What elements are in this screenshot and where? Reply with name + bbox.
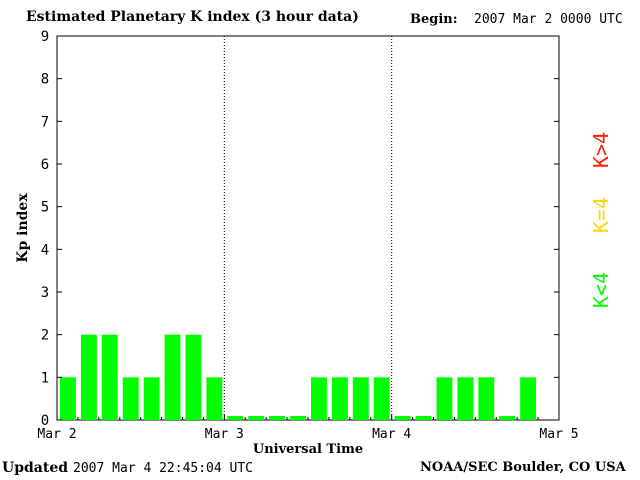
x-axis: Mar 2 Mar 3 Mar 4 Mar 5 <box>37 414 579 442</box>
updated-label: Updated <box>2 460 69 476</box>
y-tick-label: 3 <box>41 285 49 301</box>
legend-high: K>4 <box>589 132 613 168</box>
kp-bar <box>143 377 160 420</box>
kp-bar <box>331 377 348 420</box>
legend-low: K<4 <box>589 272 613 308</box>
kp-bar <box>248 416 265 420</box>
kp-bar <box>101 334 118 420</box>
x-tick-label: Mar 4 <box>372 427 411 442</box>
begin-value: 2007 Mar 2 0000 UTC <box>474 12 623 27</box>
kp-bar <box>436 377 453 420</box>
y-tick-label: 0 <box>41 413 49 429</box>
y-tick-label: 7 <box>41 114 49 130</box>
kp-bar <box>164 334 181 420</box>
kp-bar <box>269 416 286 420</box>
chart-title: Estimated Planetary K index (3 hour data… <box>26 9 359 25</box>
bar-series <box>60 334 537 420</box>
kp-bar <box>373 377 390 420</box>
kp-bar <box>499 416 516 420</box>
kp-bar <box>185 334 202 420</box>
x-tick-label: Mar 2 <box>37 427 76 442</box>
kp-bar <box>60 377 76 420</box>
kp-bar <box>352 377 369 420</box>
x-axis-label: Universal Time <box>253 442 363 457</box>
kp-bar <box>415 416 432 420</box>
x-tick-label: Mar 5 <box>539 427 578 442</box>
y-tick-label: 6 <box>41 157 49 173</box>
credit-text: NOAA/SEC Boulder, CO USA <box>420 460 626 475</box>
kp-bar <box>227 416 244 420</box>
kp-bar <box>80 334 97 420</box>
kp-bar <box>311 377 327 420</box>
y-tick-label: 1 <box>41 370 49 386</box>
y-axis-label: Kp index <box>15 193 31 263</box>
kp-bar <box>457 377 474 420</box>
y-axis: 0 1 2 3 4 5 6 7 8 9 <box>41 29 559 429</box>
legend-equal: K=4 <box>589 197 613 233</box>
y-tick-label: 8 <box>41 72 49 88</box>
plot-frame <box>56 35 560 421</box>
y-tick-label: 9 <box>41 29 49 45</box>
day-gridlines <box>223 36 393 420</box>
y-tick-label: 2 <box>41 328 49 344</box>
begin-label: Begin: <box>410 12 458 27</box>
y-tick-label: 5 <box>41 200 49 216</box>
kp-bar <box>520 377 537 420</box>
kp-bar <box>206 377 223 420</box>
x-tick-label: Mar 3 <box>205 427 244 442</box>
kp-bar <box>394 416 411 420</box>
kp-bar <box>478 377 495 420</box>
kp-bar <box>290 416 306 420</box>
updated-value: 2007 Mar 4 22:45:04 UTC <box>73 461 254 476</box>
kp-bar <box>122 377 139 420</box>
y-tick-label: 4 <box>41 242 49 258</box>
